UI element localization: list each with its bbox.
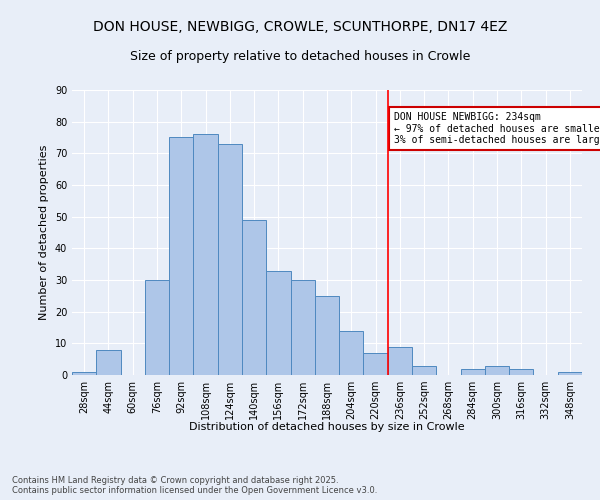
Text: Contains HM Land Registry data © Crown copyright and database right 2025.
Contai: Contains HM Land Registry data © Crown c… [12, 476, 377, 495]
X-axis label: Distribution of detached houses by size in Crowle: Distribution of detached houses by size … [189, 422, 465, 432]
Bar [145, 280, 169, 375]
Y-axis label: Number of detached properties: Number of detached properties [39, 145, 49, 320]
Bar [509, 368, 533, 375]
Bar [193, 134, 218, 375]
Bar [72, 372, 96, 375]
Bar [290, 280, 315, 375]
Bar [364, 353, 388, 375]
Bar [412, 366, 436, 375]
Text: DON HOUSE NEWBIGG: 234sqm
← 97% of detached houses are smaller (420)
3% of semi-: DON HOUSE NEWBIGG: 234sqm ← 97% of detac… [394, 112, 600, 146]
Text: DON HOUSE, NEWBIGG, CROWLE, SCUNTHORPE, DN17 4EZ: DON HOUSE, NEWBIGG, CROWLE, SCUNTHORPE, … [93, 20, 507, 34]
Bar [242, 220, 266, 375]
Bar [266, 270, 290, 375]
Bar [388, 346, 412, 375]
Bar [558, 372, 582, 375]
Bar [315, 296, 339, 375]
Bar [169, 138, 193, 375]
Bar [218, 144, 242, 375]
Bar [339, 330, 364, 375]
Bar [461, 368, 485, 375]
Text: Size of property relative to detached houses in Crowle: Size of property relative to detached ho… [130, 50, 470, 63]
Bar [96, 350, 121, 375]
Bar [485, 366, 509, 375]
